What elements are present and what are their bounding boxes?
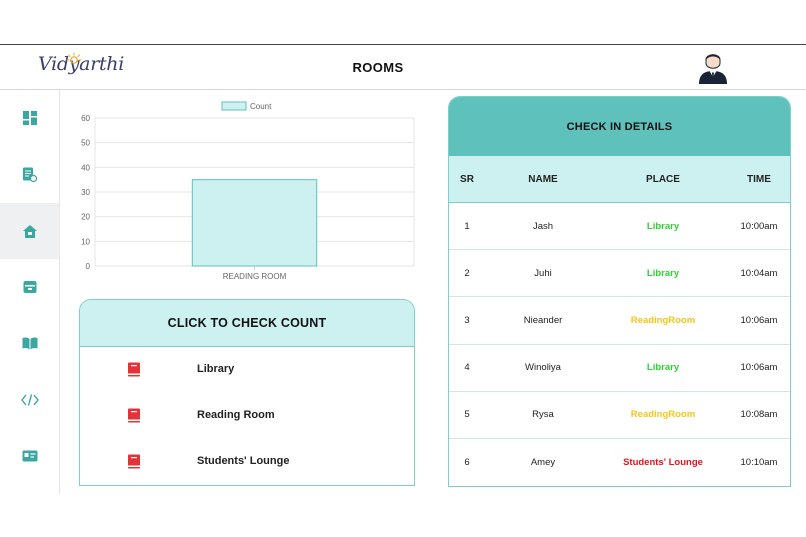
- cell-place: ReadingRoom: [630, 409, 696, 421]
- sidebar-item-archive[interactable]: [0, 259, 59, 315]
- y-tick-label: 20: [81, 213, 90, 222]
- y-tick-label: 0: [86, 262, 91, 271]
- book-icon: [128, 408, 140, 423]
- y-tick-label: 60: [81, 114, 90, 123]
- y-tick-label: 10: [81, 237, 90, 246]
- legend-swatch: [221, 101, 247, 111]
- table-row: 1 Jash Library 10:00am: [449, 203, 790, 251]
- cell-sr: 1: [464, 220, 470, 232]
- home-icon: [22, 224, 37, 238]
- check-count-card: CLICK TO CHECK COUNT Library Reading Roo…: [79, 299, 415, 486]
- cell-sr: 4: [464, 362, 470, 374]
- column-header-time: TIME: [747, 173, 771, 185]
- count-item-library[interactable]: Library: [80, 355, 414, 385]
- rooms-count-chart: 0 10 20 30 40 50 60 READING ROOM Count: [81, 101, 415, 281]
- count-item-label: Students' Lounge: [197, 455, 290, 467]
- open-book-icon: [22, 336, 37, 349]
- sidebar-nav: [0, 90, 60, 494]
- sidebar-item-library[interactable]: [0, 315, 59, 371]
- cell-time: 10:10am: [740, 457, 778, 469]
- cell-place: Library: [646, 220, 680, 232]
- sidebar-item-documents[interactable]: [0, 146, 59, 202]
- cell-name: Nieander: [523, 314, 563, 326]
- cell-time: 10:06am: [740, 362, 778, 374]
- book-icon: [128, 454, 140, 469]
- archive-box-icon: [23, 281, 36, 293]
- cell-name: Juhi: [534, 267, 552, 279]
- column-header-place: PLACE: [646, 173, 680, 185]
- id-card-icon: [22, 450, 37, 462]
- cell-time: 10:00am: [740, 220, 778, 232]
- table-row: 6 Amey Students' Lounge 10:10am: [449, 439, 790, 486]
- x-tick-label: READING ROOM: [223, 272, 287, 281]
- document-icon: [23, 167, 37, 182]
- table-row: 3 Nieander ReadingRoom 10:06am: [449, 297, 790, 345]
- cell-name: Rysa: [532, 409, 554, 421]
- app-logo[interactable]: Vidyarthi: [38, 53, 124, 75]
- code-icon: [20, 394, 39, 406]
- logo-text: Vidyarthi: [38, 53, 125, 75]
- cell-sr: 5: [464, 409, 470, 421]
- column-header-sr: SR: [460, 173, 474, 185]
- cell-name: Jash: [532, 220, 554, 232]
- y-tick-label: 30: [81, 188, 90, 197]
- y-tick-label: 40: [81, 163, 90, 172]
- cell-place: Library: [646, 267, 680, 279]
- check-count-title: CLICK TO CHECK COUNT: [80, 300, 414, 347]
- legend-label: Count: [250, 102, 272, 111]
- count-item-reading-room[interactable]: Reading Room: [80, 401, 414, 431]
- cell-name: Amey: [530, 457, 556, 469]
- table-header-row: SR NAME PLACE TIME: [449, 156, 790, 203]
- sidebar-item-dashboard[interactable]: [0, 90, 59, 146]
- bar-reading-room: [191, 179, 318, 267]
- sun-icon: [66, 52, 82, 64]
- cell-sr: 2: [464, 267, 470, 279]
- table-row: 2 Juhi Library 10:04am: [449, 250, 790, 298]
- table-row: 4 Winoliya Library 10:06am: [449, 345, 790, 392]
- cell-name: Winoliya: [525, 362, 561, 374]
- cell-time: 10:04am: [740, 267, 778, 279]
- y-tick-label: 50: [81, 139, 90, 148]
- cell-sr: 3: [464, 314, 470, 326]
- book-icon: [128, 362, 140, 377]
- dashboard-icon: [22, 111, 37, 125]
- cell-place: Library: [646, 362, 680, 374]
- cell-time: 10:06am: [740, 314, 778, 326]
- top-header: Vidyarthi ROOMS: [0, 44, 806, 90]
- user-avatar-icon[interactable]: [697, 50, 729, 84]
- cell-sr: 6: [464, 457, 470, 469]
- count-item-students-lounge[interactable]: Students' Lounge: [80, 447, 414, 477]
- table-row: 5 Rysa ReadingRoom 10:08am: [449, 392, 790, 439]
- cell-place: Students' Lounge: [623, 457, 703, 469]
- count-item-label: Library: [197, 363, 235, 375]
- sidebar-item-id-card[interactable]: [0, 428, 59, 484]
- check-in-details-table: CHECK IN DETAILS SR NAME PLACE TIME 1 Jas…: [448, 96, 791, 487]
- sidebar-item-code[interactable]: [0, 372, 59, 428]
- table-body: 1 Jash Library 10:00am 2 Juhi Library 10:04am 3 N…: [449, 203, 790, 486]
- count-item-label: Reading Room: [197, 409, 275, 421]
- sidebar-item-rooms[interactable]: [0, 203, 59, 259]
- check-in-title: CHECK IN DETAILS: [449, 97, 790, 156]
- column-header-name: NAME: [528, 173, 558, 185]
- cell-place: ReadingRoom: [630, 314, 696, 326]
- cell-time: 10:08am: [740, 409, 778, 421]
- page-title: ROOMS: [352, 60, 404, 75]
